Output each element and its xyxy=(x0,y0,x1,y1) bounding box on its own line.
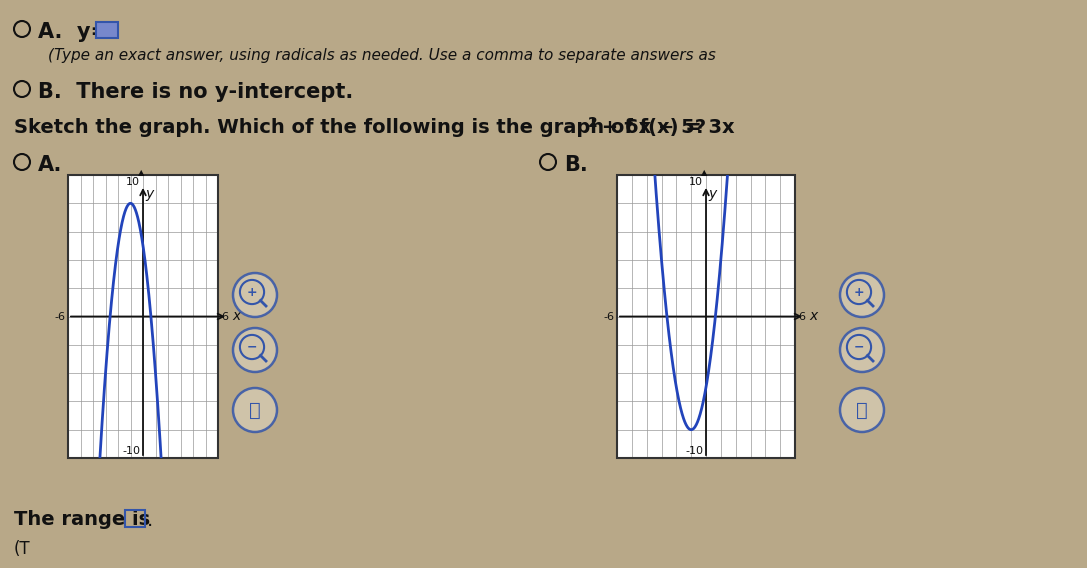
Text: + 6x − 5?: + 6x − 5? xyxy=(595,118,707,137)
Text: .: . xyxy=(147,511,153,530)
Bar xyxy=(68,175,218,458)
Circle shape xyxy=(233,328,277,372)
Text: -10: -10 xyxy=(685,446,703,456)
Text: ▲: ▲ xyxy=(701,168,708,177)
Text: +: + xyxy=(853,286,864,299)
Text: -6: -6 xyxy=(603,311,614,321)
Text: −: − xyxy=(247,340,258,353)
Text: ⧉: ⧉ xyxy=(857,400,867,420)
Text: 6: 6 xyxy=(221,311,228,321)
Text: y: y xyxy=(708,187,716,201)
FancyBboxPatch shape xyxy=(96,22,118,38)
Text: ⧉: ⧉ xyxy=(249,400,261,420)
Text: B.: B. xyxy=(564,155,588,175)
Circle shape xyxy=(14,21,30,37)
Text: Sketch the graph. Which of the following is the graph of f(x) = 3x: Sketch the graph. Which of the following… xyxy=(14,118,735,137)
Bar xyxy=(617,175,795,458)
Text: ▲: ▲ xyxy=(138,168,145,177)
Text: 2: 2 xyxy=(588,116,598,130)
Text: +: + xyxy=(247,286,258,299)
Text: −: − xyxy=(853,340,864,353)
Text: The range is: The range is xyxy=(14,510,150,529)
Text: (T: (T xyxy=(14,540,30,558)
Text: (Type an exact answer, using radicals as needed. Use a comma to separate answers: (Type an exact answer, using radicals as… xyxy=(48,48,716,63)
Text: 10: 10 xyxy=(689,177,703,187)
Text: -6: -6 xyxy=(54,311,65,321)
Text: A.: A. xyxy=(38,155,62,175)
Circle shape xyxy=(840,328,884,372)
Text: A.  y=: A. y= xyxy=(38,22,108,42)
Circle shape xyxy=(840,388,884,432)
Circle shape xyxy=(14,81,30,97)
Text: 6: 6 xyxy=(798,311,805,321)
Bar xyxy=(617,175,795,458)
Text: y: y xyxy=(145,187,153,201)
Text: x: x xyxy=(809,310,817,324)
Text: -10: -10 xyxy=(122,446,140,456)
Circle shape xyxy=(233,388,277,432)
Circle shape xyxy=(540,154,555,170)
Circle shape xyxy=(840,273,884,317)
Circle shape xyxy=(233,273,277,317)
Bar xyxy=(68,175,218,458)
Text: 10: 10 xyxy=(126,177,140,187)
Text: B.  There is no y-intercept.: B. There is no y-intercept. xyxy=(38,82,353,102)
Text: x: x xyxy=(232,310,240,324)
Circle shape xyxy=(14,154,30,170)
